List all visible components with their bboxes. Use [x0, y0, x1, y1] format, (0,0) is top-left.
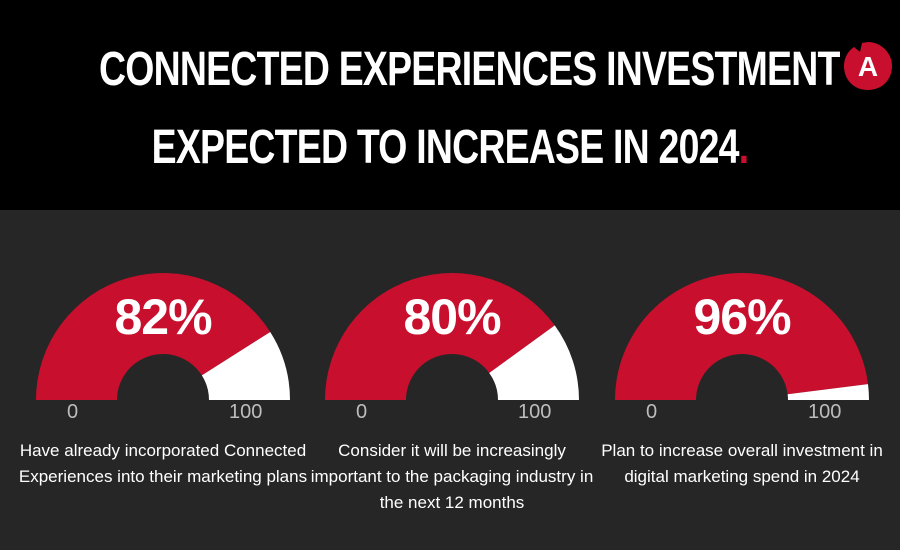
gauge-2-remainder-arc — [489, 325, 579, 400]
gauge-2-value-arc — [325, 273, 555, 400]
gauge-2-max-label: 100 — [518, 401, 552, 423]
gauge-1-svg — [36, 273, 290, 400]
gauge-3: 96% 0 100 — [612, 270, 872, 422]
title-period: . — [738, 121, 749, 174]
gauge-2-min-label: 0 — [356, 401, 368, 423]
gauge-3-value-arc — [615, 272, 868, 400]
logo-badge — [844, 42, 892, 90]
logo-letter: A — [858, 51, 878, 82]
gauge-3-svg — [615, 272, 869, 400]
gauge-1-max-label: 100 — [229, 401, 263, 423]
gauge-3-remainder-arc — [787, 384, 869, 400]
gauge-1-remainder-arc — [201, 331, 290, 400]
gauge-1-value-arc — [36, 273, 271, 400]
gauge-2-caption: Consider it will be increasingly importa… — [310, 441, 594, 512]
title-line-2: EXPECTED TO INCREASE IN 2024. — [151, 121, 750, 174]
brand-logo: A — [844, 42, 892, 90]
header: CONNECTED EXPERIENCES INVESTMENT EXPECTE… — [0, 0, 900, 210]
gauge-3-min-label: 0 — [646, 401, 658, 423]
title-line-1: CONNECTED EXPERIENCES INVESTMENT — [99, 43, 840, 96]
gauge-2-svg — [325, 273, 579, 400]
gauge-2: 80% 0 100 — [322, 270, 582, 422]
gauge-1-min-label: 0 — [67, 401, 79, 423]
gauge-3-value-label: 96% — [693, 289, 791, 345]
gauge-2-value-label: 80% — [403, 289, 501, 345]
gauge-1: 82% 0 100 — [33, 270, 293, 422]
gauge-3-caption: Plan to increase overall investment in d… — [601, 441, 883, 486]
gauge-1-caption: Have already incorporated Connected Expe… — [18, 441, 308, 486]
gauge-3-max-label: 100 — [808, 401, 842, 423]
gauge-1-value-label: 82% — [114, 289, 212, 345]
